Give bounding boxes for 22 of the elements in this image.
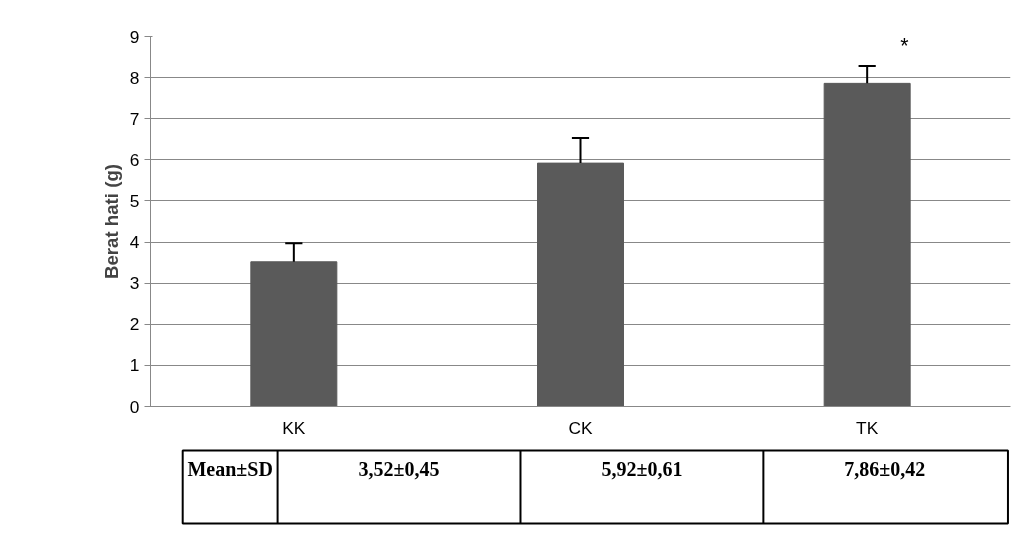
y-tick-label: 2 [129, 314, 140, 335]
data-label: 7,86±0,42 [844, 457, 926, 480]
y-tick-label: 0 [129, 396, 140, 417]
x-tick-label: TK [856, 417, 879, 438]
y-tick-label: 1 [129, 355, 140, 376]
y-tick-label: 3 [129, 273, 140, 294]
y-tick-label: 7 [129, 108, 140, 129]
y-tick-label: 9 [129, 26, 140, 47]
x-tick-label: CK [568, 417, 593, 438]
x-tick-label: KK [282, 417, 306, 438]
y-tick-label: 4 [129, 232, 140, 253]
y-axis-title: Berat hati (g) [100, 163, 122, 280]
annotation: * [900, 34, 909, 59]
bar [537, 162, 624, 407]
data-label: 3,52±0,45 [358, 457, 440, 480]
data-label: 5,92±0,61 [601, 457, 683, 480]
y-tick-label: 8 [129, 67, 140, 88]
text: Mean±SD [187, 457, 273, 480]
y-tick-label: 6 [129, 149, 140, 170]
bar [823, 82, 911, 407]
y-tick-label: 5 [129, 190, 140, 211]
bar [250, 261, 338, 407]
